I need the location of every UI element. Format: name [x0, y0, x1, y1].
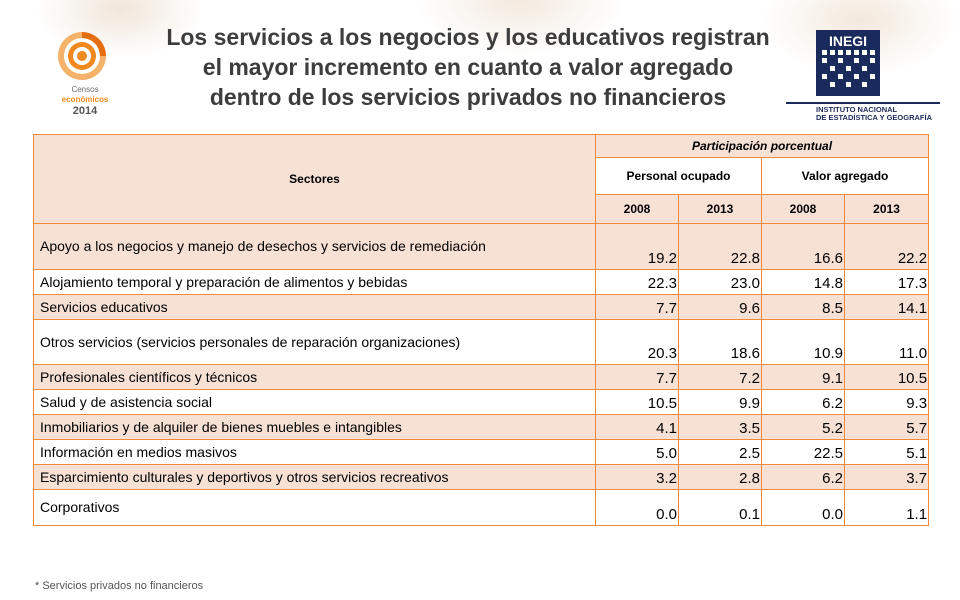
year-header: 2013 — [678, 194, 762, 224]
participation-header: Participación porcentual — [594, 134, 930, 158]
table-row: Profesionales científicos y técnicos 7.7 7… — [33, 364, 930, 390]
value-cell: 5.2 — [761, 414, 845, 440]
value-cell: 7.7 — [595, 294, 679, 320]
sector-name: Profesionales científicos y técnicos — [33, 364, 596, 390]
page-title: Los servicios a los negocios y los educa… — [112, 22, 824, 112]
censos-logo-line2: económicos — [62, 95, 109, 104]
value-cell: 9.6 — [678, 294, 762, 320]
censos-economicos-logo: Censos económicos 2014 — [58, 32, 109, 117]
inegi-logo-line2: DE ESTADÍSTICA Y GEOGRAFÍA — [816, 113, 933, 122]
table-body: Apoyo a los negocios y manejo de desecho… — [33, 223, 930, 526]
header-background — [0, 0, 960, 130]
title-line-2: el mayor incremento en cuanto a valor ag… — [202, 54, 734, 80]
censos-logo-line1: Censos — [71, 85, 98, 94]
inegi-logo: INEGI INSTITUTO NACIONAL DE ESTADÍSTICA … — [786, 30, 940, 122]
value-cell: 10.5 — [595, 389, 679, 415]
table-row: Inmobiliarios y de alquiler de bienes mu… — [33, 414, 930, 440]
footnote: * Servicios privados no financieros — [35, 580, 204, 592]
title-line-1: Los servicios a los negocios y los educa… — [166, 24, 770, 50]
year-header: 2008 — [595, 194, 679, 224]
table-row: Información en medios masivos 5.0 2.5 22.5 5… — [33, 439, 930, 465]
value-cell: 10.5 — [843, 364, 930, 390]
sector-name: Corporativos — [33, 489, 596, 526]
value-cell: 0.1 — [678, 489, 762, 526]
value-cell: 11.0 — [843, 319, 930, 365]
value-cell: 7.7 — [595, 364, 679, 390]
value-cell: 16.6 — [761, 223, 845, 270]
year-header: 2013 — [843, 194, 930, 224]
value-cell: 9.1 — [761, 364, 845, 390]
sector-name: Salud y de asistencia social — [33, 389, 596, 415]
sectors-header: Sectores — [33, 134, 596, 224]
value-cell: 19.2 — [595, 223, 679, 270]
table-row: Otros servicios (servicios personales de… — [33, 319, 930, 365]
value-cell: 9.3 — [843, 389, 930, 415]
sector-name: Información en medios masivos — [33, 439, 596, 465]
sectors-table: Sectores Participación porcentual Person… — [33, 134, 930, 526]
table-row: Corporativos 0.0 0.1 0.0 1.1 — [33, 489, 930, 526]
inegi-logo-abbr: INEGI — [829, 33, 867, 49]
title-line-3: dentro de los servicios privados no fina… — [209, 84, 727, 110]
table-row: Esparcimiento culturales y deportivos y … — [33, 464, 930, 490]
sector-name: Otros servicios (servicios personales de… — [33, 319, 596, 365]
value-cell: 5.0 — [595, 439, 679, 465]
value-cell: 23.0 — [678, 269, 762, 295]
value-cell: 22.5 — [761, 439, 845, 465]
value-cell: 22.8 — [678, 223, 762, 270]
value-cell: 3.2 — [595, 464, 679, 490]
value-cell: 0.0 — [595, 489, 679, 526]
value-cell: 0.0 — [761, 489, 845, 526]
sector-name: Apoyo a los negocios y manejo de desecho… — [33, 223, 596, 270]
censos-logo-year: 2014 — [73, 105, 98, 117]
valor-agregado-header: Valor agregado — [760, 157, 930, 195]
value-cell: 1.1 — [843, 489, 930, 526]
value-cell: 18.6 — [678, 319, 762, 365]
sector-name: Alojamiento temporal y preparación de al… — [33, 269, 596, 295]
table-row: Salud y de asistencia social 10.5 9.9 6.2 9.… — [33, 389, 930, 415]
personal-ocupado-header: Personal ocupado — [595, 157, 762, 195]
inegi-logo-line1: INSTITUTO NACIONAL — [816, 105, 898, 114]
sector-name: Esparcimiento culturales y deportivos y … — [33, 464, 596, 490]
value-cell: 22.3 — [595, 269, 679, 295]
value-cell: 14.8 — [761, 269, 845, 295]
value-cell: 5.7 — [843, 414, 930, 440]
value-cell: 5.1 — [843, 439, 930, 465]
table-row: Apoyo a los negocios y manejo de desecho… — [33, 223, 930, 270]
value-cell: 3.7 — [843, 464, 930, 490]
value-cell: 10.9 — [761, 319, 845, 365]
value-cell: 7.2 — [678, 364, 762, 390]
value-cell: 2.5 — [678, 439, 762, 465]
sector-name: Servicios educativos — [33, 294, 596, 320]
sector-name: Inmobiliarios y de alquiler de bienes mu… — [33, 414, 596, 440]
value-cell: 20.3 — [595, 319, 679, 365]
value-cell: 4.1 — [595, 414, 679, 440]
year-header: 2008 — [761, 194, 845, 224]
value-cell: 14.1 — [843, 294, 930, 320]
table-row: Alojamiento temporal y preparación de al… — [33, 269, 930, 295]
value-cell: 9.9 — [678, 389, 762, 415]
value-cell: 17.3 — [843, 269, 930, 295]
value-cell: 8.5 — [761, 294, 845, 320]
value-cell: 3.5 — [678, 414, 762, 440]
value-cell: 22.2 — [843, 223, 930, 270]
value-cell: 6.2 — [761, 389, 845, 415]
table-row: Servicios educativos 7.7 9.6 8.5 14.1 — [33, 294, 930, 320]
value-cell: 6.2 — [761, 464, 845, 490]
value-cell: 2.8 — [678, 464, 762, 490]
